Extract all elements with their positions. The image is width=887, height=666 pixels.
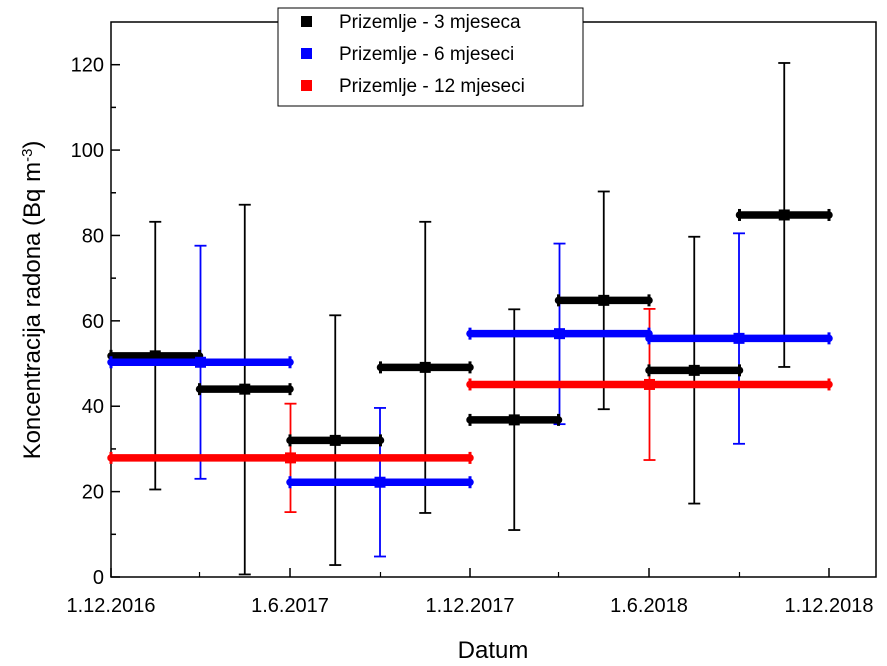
data-point <box>195 356 207 368</box>
y-axis-title-close: ) <box>19 141 46 149</box>
y-tick-label: 100 <box>71 140 104 162</box>
y-tick-label: 0 <box>93 567 104 589</box>
legend-marker-6-months <box>301 48 312 59</box>
y-axis-title-main: Koncentracija radona (Bq m <box>19 162 46 460</box>
legend-marker-3-months <box>301 16 312 27</box>
data-point <box>374 476 386 488</box>
y-tick-label: 120 <box>71 55 104 77</box>
interval-bars <box>107 208 833 489</box>
legend: Prizemlje - 3 mjeseca Prizemlje - 6 mjes… <box>277 7 584 107</box>
legend-marker-12-months <box>301 80 312 91</box>
y-axis-title-sup: -3 <box>19 149 36 162</box>
legend-box <box>277 7 584 107</box>
x-tick-label: 1.6.2018 <box>610 595 688 617</box>
y-tick-label: 20 <box>82 482 104 504</box>
data-point <box>419 361 431 373</box>
data-point <box>598 294 610 306</box>
data-point <box>688 364 700 376</box>
legend-label-12-months: Prizemlje - 12 mjeseci <box>339 76 525 97</box>
y-tick-label: 80 <box>82 225 104 247</box>
error-bars <box>149 62 791 576</box>
data-point <box>733 332 745 344</box>
data-point <box>508 414 520 426</box>
x-tick-label: 1.12.2018 <box>785 595 874 617</box>
data-point <box>149 350 161 362</box>
y-axis-title: Koncentracija radona (Bq m-3) <box>19 141 47 460</box>
legend-label-3-months: Prizemlje - 3 mjeseca <box>339 12 521 33</box>
y-tick-label: 60 <box>82 311 104 333</box>
y-tick-labels: 0 20 40 60 80 100 120 <box>71 55 104 589</box>
x-tick-labels: 1.12.2016 1.6.2017 1.12.2017 1.6.2018 1.12.2… <box>67 595 874 617</box>
x-tick-label: 1.12.2016 <box>67 595 156 617</box>
x-tick-label: 1.12.2017 <box>426 595 515 617</box>
data-point <box>554 328 566 340</box>
x-tick-label: 1.6.2017 <box>251 595 329 617</box>
axis-ticks <box>110 63 830 578</box>
x-axis-title: Datum <box>458 637 529 664</box>
data-point <box>644 378 655 390</box>
y-tick-label: 40 <box>82 396 104 418</box>
data-point <box>239 383 251 395</box>
data-point <box>285 452 296 464</box>
data-point <box>778 209 790 221</box>
data-point <box>329 434 341 446</box>
legend-label-6-months: Prizemlje - 6 mjeseci <box>339 44 514 65</box>
